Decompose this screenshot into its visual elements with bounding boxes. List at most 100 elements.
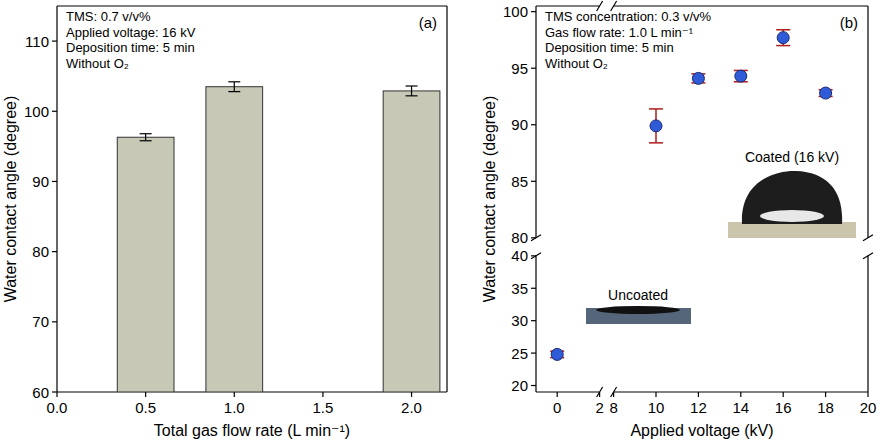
error-cap — [228, 91, 240, 92]
y-tick-label: 35 — [511, 280, 528, 297]
error-cap — [140, 140, 152, 141]
y-tick — [531, 255, 536, 256]
inset-drop — [596, 306, 680, 314]
panel-label: (a) — [419, 14, 437, 31]
x-tick-label: 2.0 — [401, 399, 422, 416]
annotation: Without O₂ — [66, 56, 129, 71]
annotation: TMS: 0.7 v/v% — [66, 9, 151, 24]
y-tick-label: 100 — [503, 3, 528, 20]
bar — [206, 87, 263, 392]
x-tick-label: 8 — [609, 399, 617, 416]
y-tick — [531, 385, 536, 386]
error-cap — [649, 142, 663, 144]
error-bar — [734, 70, 748, 81]
y-tick — [531, 352, 536, 353]
inset-label: Uncoated — [608, 287, 668, 303]
bar — [117, 137, 174, 392]
panel-label: (b) — [840, 14, 858, 31]
x-tick — [322, 392, 323, 397]
x-tick-label: 0.0 — [47, 399, 68, 416]
inset-highlight — [760, 210, 824, 222]
y-tick — [531, 68, 536, 69]
axis-line — [446, 6, 447, 392]
point — [735, 70, 747, 82]
y-tick — [531, 124, 536, 125]
y-tick-label: 100 — [24, 103, 49, 120]
annotation: Deposition time: 5 min — [545, 40, 674, 55]
axis-line — [536, 391, 600, 392]
y-tick-label: 40 — [511, 247, 528, 264]
y-tick-label: 30 — [511, 312, 528, 329]
axis-line — [614, 5, 868, 6]
y-tick-label: 25 — [511, 345, 528, 362]
axis-break — [863, 253, 873, 259]
axis-break — [863, 235, 873, 241]
x-tick — [557, 392, 558, 397]
y-tick — [52, 251, 57, 252]
figure: 0.00.51.01.52.060708090100110Total gas f… — [0, 0, 893, 444]
y-tick — [531, 181, 536, 182]
annotation: Deposition time: 5 min — [66, 40, 195, 55]
x-axis-title: Total gas flow rate (L min⁻¹) — [154, 422, 350, 439]
axis-line — [535, 256, 536, 392]
annotation: TMS concentration: 0.3 v/v% — [545, 9, 712, 24]
axis-break — [611, 387, 617, 397]
point — [820, 87, 832, 99]
error-cap — [406, 85, 418, 86]
inset-label: Coated (16 kV) — [745, 149, 839, 165]
y-tick-label: 85 — [511, 173, 528, 190]
error-line — [234, 82, 235, 92]
point — [692, 72, 704, 84]
inset-images — [586, 171, 856, 324]
axis-line — [867, 256, 868, 392]
x-tick-label: 2 — [595, 399, 603, 416]
panel: 028101214161820202530354080859095100Appl… — [481, 1, 876, 439]
x-tick — [145, 392, 146, 397]
y-tick — [52, 111, 57, 112]
axis-line — [535, 6, 536, 238]
error-line — [411, 86, 412, 96]
point — [777, 32, 789, 44]
annotation: Gas flow rate: 1.0 L min⁻¹ — [545, 25, 694, 40]
y-tick-label: 110 — [25, 33, 49, 50]
y-tick — [531, 237, 536, 238]
x-tick — [655, 392, 656, 397]
y-tick — [531, 288, 536, 289]
error-bar — [228, 82, 240, 92]
error-cap — [140, 133, 152, 134]
x-tick-label: 18 — [817, 399, 834, 416]
x-tick-label: 1.0 — [224, 399, 245, 416]
x-tick-label: 16 — [775, 399, 792, 416]
error-cap — [228, 81, 240, 82]
inset-drop — [742, 171, 842, 224]
x-tick — [783, 392, 784, 397]
y-tick — [52, 321, 57, 322]
y-tick-label: 80 — [511, 229, 528, 246]
error-cap — [649, 108, 663, 110]
error-line — [145, 134, 146, 141]
x-axis-title: Applied voltage (kV) — [630, 422, 773, 439]
y-axis-title: Water contact angle (degree) — [2, 96, 19, 303]
y-tick-label: 95 — [511, 60, 528, 77]
error-cap — [776, 29, 790, 31]
y-tick — [531, 11, 536, 12]
axis-line — [56, 6, 57, 392]
data — [550, 30, 832, 361]
panel: 0.00.51.01.52.060708090100110Total gas f… — [2, 6, 447, 439]
y-tick-label: 20 — [511, 377, 528, 394]
point — [650, 120, 662, 132]
x-tick — [613, 392, 614, 397]
x-tick-label: 20 — [860, 399, 877, 416]
x-tick — [56, 392, 57, 397]
frame — [531, 1, 873, 397]
x-tick-label: 1.5 — [312, 399, 333, 416]
frame — [57, 6, 447, 392]
error-cap — [776, 45, 790, 47]
y-tick-label: 90 — [511, 116, 528, 133]
inset-substrate — [728, 222, 856, 238]
x-tick-label: 0 — [553, 399, 561, 416]
error-bar — [776, 30, 790, 46]
x-tick — [411, 392, 412, 397]
ticks: 028101214161820202530354080859095100 — [503, 3, 876, 416]
x-tick-label: 12 — [690, 399, 707, 416]
